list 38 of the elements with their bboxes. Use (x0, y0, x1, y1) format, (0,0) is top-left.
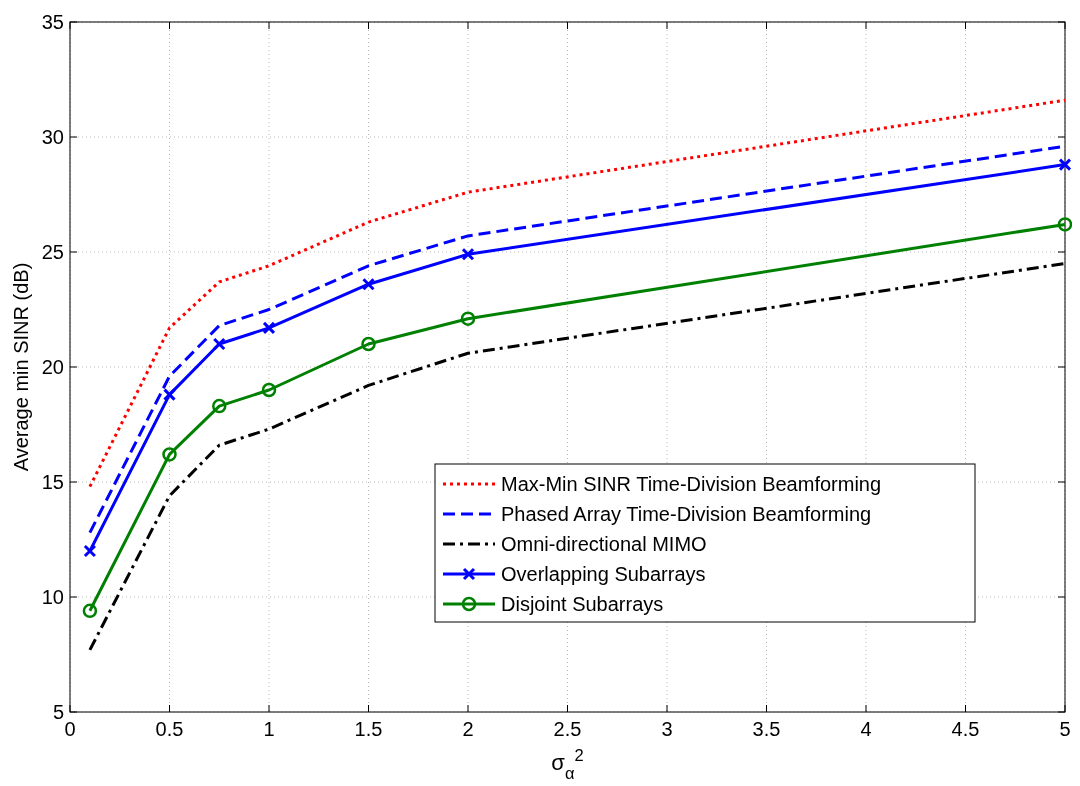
point (212, 398, 227, 414)
x-tick-label: 0.5 (155, 718, 184, 740)
point (1057, 217, 1072, 232)
legend-label: Max-Min SINR Time-Division Beamforming (501, 473, 882, 495)
point (83, 544, 97, 558)
point (262, 321, 276, 335)
y-tick-label: 25 (41, 241, 64, 263)
point (82, 603, 98, 619)
x-tick-label: 1 (263, 718, 275, 740)
point (461, 247, 475, 261)
x-tick-label: 4.5 (951, 718, 980, 740)
legend-label: Disjoint Subarrays (501, 593, 664, 615)
x-tick-label: 2.5 (553, 718, 582, 740)
point (361, 336, 376, 352)
point (212, 337, 226, 351)
legend-label: Phased Array Time-Division Beamforming (501, 503, 872, 525)
y-tick-label: 30 (41, 126, 64, 148)
x-tick-label: 4 (860, 718, 872, 740)
y-tick-label: 20 (41, 356, 64, 378)
point (362, 277, 375, 291)
y-tick-label: 15 (41, 471, 64, 493)
x-tick-label: 1.5 (354, 718, 383, 740)
x-tick-label: 5 (1059, 718, 1071, 740)
y-tick-label: 5 (52, 701, 64, 723)
y-tick-label: 10 (41, 586, 64, 608)
point (261, 382, 277, 398)
legend-label: Omni-directional MIMO (501, 533, 707, 555)
point (163, 388, 176, 402)
y-axis-title: Average min SINR (dB) (10, 262, 32, 472)
x-tick-label: 3 (661, 718, 673, 740)
point (460, 311, 476, 326)
x-tick-label: 3.5 (752, 718, 781, 740)
x-tick-label: 0 (64, 718, 76, 740)
y-tick-label: 35 (41, 11, 64, 33)
legend-label: Overlapping Subarrays (501, 563, 706, 585)
x-tick-label: 2 (462, 718, 474, 740)
point (1058, 158, 1072, 172)
point (162, 447, 177, 462)
